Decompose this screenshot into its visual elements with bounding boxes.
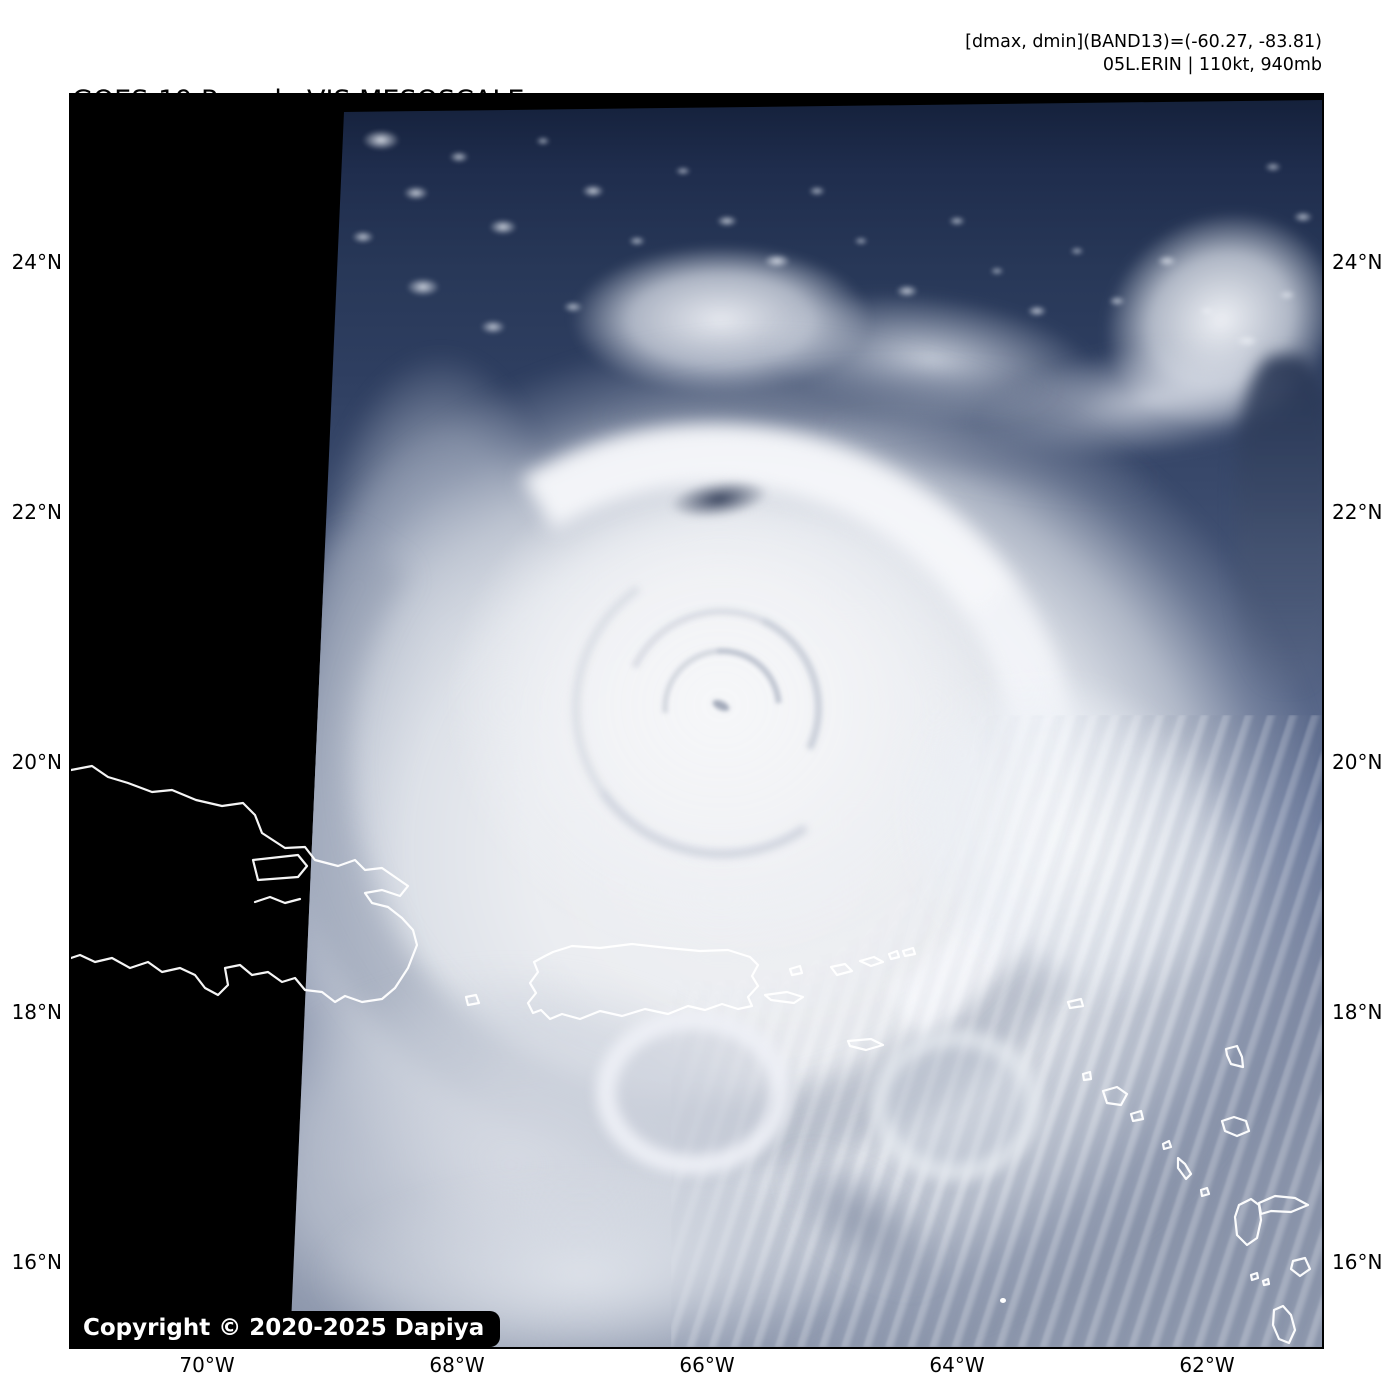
coastline-hispaniola: [71, 764, 419, 1004]
lat-label-24n-right: 24°N: [1332, 250, 1383, 274]
bright-dot: [1000, 1298, 1006, 1303]
lat-label-20n-left: 20°N: [11, 750, 62, 774]
islands-guadeloupe-dominica: [1233, 1194, 1312, 1345]
lat-label-22n-left: 22°N: [11, 500, 62, 524]
lat-label-16n-left: 16°N: [11, 1250, 62, 1274]
satellite-image: [290, 100, 1322, 1347]
lon-label-68w: 68°W: [429, 1353, 485, 1377]
lat-label-18n-right: 18°N: [1332, 1000, 1383, 1024]
lon-label-62w: 62°W: [1179, 1353, 1235, 1377]
lon-label-64w: 64°W: [929, 1353, 985, 1377]
island-tortuga: [251, 853, 309, 905]
islands-virgin: [464, 946, 917, 1052]
lon-label-66w: 66°W: [679, 1353, 735, 1377]
copyright-badge: Copyright © 2020-2025 Dapiya: [71, 1311, 501, 1347]
band-stats: [dmax, dmin](BAND13)=(-60.27, -83.81): [965, 32, 1322, 52]
coastline-overlay: [71, 764, 1312, 1345]
storm-status: 05L.ERIN | 110kt, 940mb: [1102, 55, 1322, 75]
storm-info: [dmax, dmin](BAND13)=(-60.27, -83.81) 05…: [965, 31, 1322, 77]
lat-label-22n-right: 22°N: [1332, 500, 1383, 524]
lat-label-20n-right: 20°N: [1332, 750, 1383, 774]
lat-label-18n-left: 18°N: [11, 1000, 62, 1024]
lat-label-16n-right: 16°N: [1332, 1250, 1383, 1274]
lon-label-70w: 70°W: [179, 1353, 235, 1377]
coastline-puerto-rico: [526, 942, 760, 1021]
satellite-map: Copyright © 2020-2025 Dapiya: [69, 93, 1324, 1349]
islands-leeward: [1066, 997, 1251, 1198]
dark-ocean-corner: [1236, 355, 1322, 685]
lat-label-24n-left: 24°N: [11, 250, 62, 274]
